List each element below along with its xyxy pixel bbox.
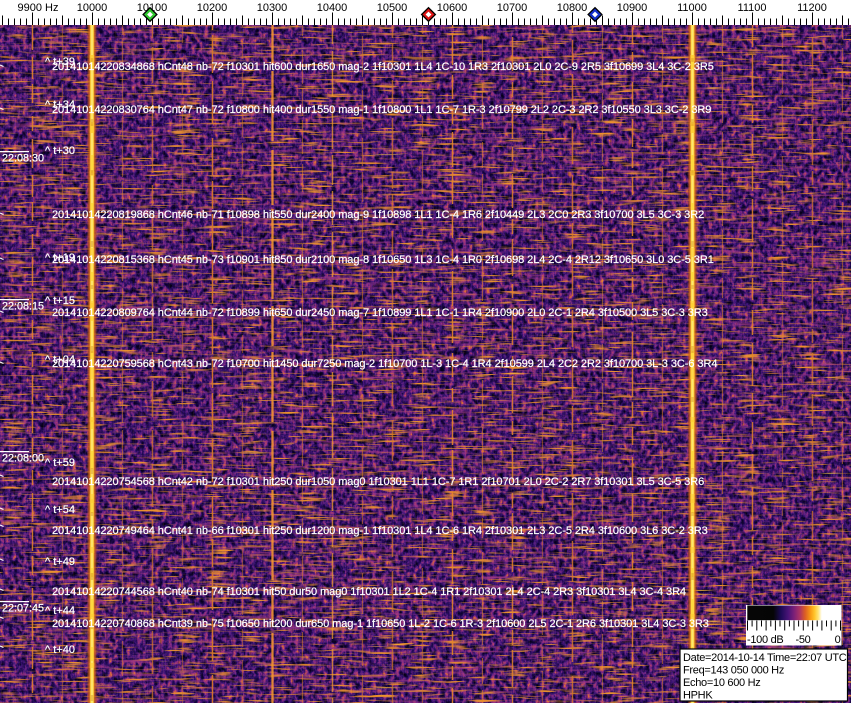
svg-text:10100: 10100 bbox=[137, 2, 168, 14]
svg-text:11200: 11200 bbox=[797, 2, 827, 14]
svg-text:20141014220740868 hCnt39 nb-75: 20141014220740868 hCnt39 nb-75 f10650 hi… bbox=[52, 618, 709, 630]
svg-text:^ t+49: ^ t+49 bbox=[45, 556, 75, 568]
svg-text:-100 dB: -100 dB bbox=[747, 634, 783, 646]
svg-text:^ t+39: ^ t+39 bbox=[45, 56, 75, 68]
svg-text:10800: 10800 bbox=[557, 2, 588, 14]
svg-text:^ t+34: ^ t+34 bbox=[45, 99, 75, 111]
svg-text:20141014220830764 hCnt47 nb-72: 20141014220830764 hCnt47 nb-72 f10800 hi… bbox=[52, 104, 711, 116]
svg-text:10500: 10500 bbox=[377, 2, 408, 14]
svg-text:10200: 10200 bbox=[197, 2, 228, 14]
svg-text:10300: 10300 bbox=[257, 2, 288, 14]
svg-text:^ t+04: ^ t+04 bbox=[45, 354, 75, 366]
svg-text:20141014220815368 hCnt45 nb-73: 20141014220815368 hCnt45 nb-73 f10901 hi… bbox=[52, 254, 714, 266]
svg-text:^ t+54: ^ t+54 bbox=[45, 504, 75, 516]
svg-text:Date=2014-10-14 Time=22:07 UTC: Date=2014-10-14 Time=22:07 UTC bbox=[683, 652, 847, 664]
svg-text:^ t+30: ^ t+30 bbox=[45, 145, 75, 157]
svg-text:10000: 10000 bbox=[77, 2, 108, 14]
svg-text:20141014220834868 hCnt48 nb-72: 20141014220834868 hCnt48 nb-72 f10301 hi… bbox=[52, 61, 714, 73]
svg-text:^ t+59: ^ t+59 bbox=[45, 457, 75, 469]
svg-text:HPHK: HPHK bbox=[683, 690, 713, 702]
svg-text:^ t+19: ^ t+19 bbox=[45, 252, 75, 264]
svg-text:20141014220749464 hCnt41 nb-66: 20141014220749464 hCnt41 nb-66 f10301 hi… bbox=[52, 525, 708, 537]
svg-text:22:08:30: 22:08:30 bbox=[2, 153, 44, 165]
svg-text:10700: 10700 bbox=[497, 2, 528, 14]
svg-text:9900 Hz: 9900 Hz bbox=[18, 2, 59, 14]
svg-text:^ t+44: ^ t+44 bbox=[45, 605, 75, 617]
svg-text:11000: 11000 bbox=[677, 2, 707, 14]
svg-text:11100: 11100 bbox=[738, 2, 767, 14]
svg-text:10900: 10900 bbox=[617, 2, 648, 14]
svg-text:10600: 10600 bbox=[437, 2, 468, 14]
svg-text:20141014220759568 hCnt43 nb-72: 20141014220759568 hCnt43 nb-72 f10700 hi… bbox=[52, 358, 717, 370]
svg-text:10400: 10400 bbox=[317, 2, 348, 14]
svg-text:20141014220819868 hCnt46 nb-71: 20141014220819868 hCnt46 nb-71 f10898 hi… bbox=[52, 209, 704, 221]
svg-text:20141014220809764 hCnt44 nb-72: 20141014220809764 hCnt44 nb-72 f10899 hi… bbox=[52, 307, 708, 319]
svg-text:Echo=10 600 Hz: Echo=10 600 Hz bbox=[683, 677, 760, 689]
svg-text:Freq=143 050 000 Hz: Freq=143 050 000 Hz bbox=[683, 665, 784, 677]
svg-text:22:08:00: 22:08:00 bbox=[2, 453, 44, 465]
svg-text:^ t+40: ^ t+40 bbox=[45, 644, 75, 656]
svg-text:22:07:45: 22:07:45 bbox=[2, 603, 44, 615]
svg-text:20141014220744568 hCnt40 nb-74: 20141014220744568 hCnt40 nb-74 f10301 hi… bbox=[52, 586, 686, 598]
svg-text:0: 0 bbox=[835, 634, 841, 646]
svg-text:-50: -50 bbox=[796, 634, 811, 646]
svg-text:22:08:15: 22:08:15 bbox=[2, 301, 44, 313]
svg-text:^ t+15: ^ t+15 bbox=[45, 295, 75, 307]
svg-text:20141014220754568 hCnt42 nb-72: 20141014220754568 hCnt42 nb-72 f10301 hi… bbox=[52, 476, 704, 488]
